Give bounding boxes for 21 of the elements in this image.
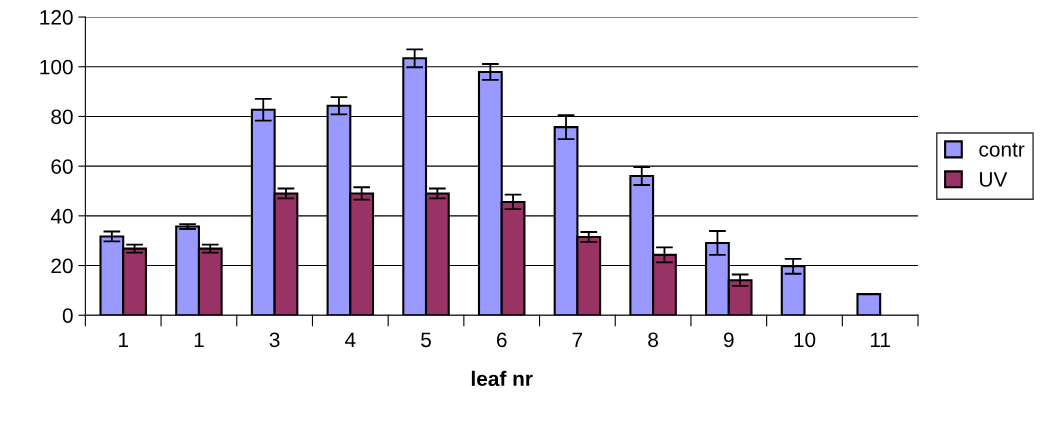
x-tick-label: 8 — [648, 332, 658, 348]
y-tick-label: 40 — [50, 208, 73, 224]
x-tick-label: 1 — [119, 332, 128, 347]
y-tick-label: 0 — [62, 308, 73, 323]
x-tick-label: 3 — [269, 332, 280, 348]
x-axis-title: leaf nr — [471, 370, 533, 387]
x-tick-label: 5 — [421, 332, 431, 348]
y-tick-label: 20 — [51, 258, 73, 274]
y-tick-label: 80 — [51, 109, 73, 125]
y-tick-label: 100 — [40, 59, 73, 75]
legend-label: contr — [979, 143, 1025, 157]
x-tick-label: 1 — [194, 332, 204, 347]
y-tick-label: 60 — [51, 159, 73, 174]
x-tick-label: 7 — [572, 332, 583, 347]
x-tick-label: 9 — [723, 332, 734, 348]
x-tick-label: 6 — [496, 332, 507, 348]
x-tick-label: 4 — [345, 332, 356, 347]
y-tick-label: 120 — [40, 10, 73, 25]
x-tick-label: 11 — [870, 332, 890, 347]
legend-label: UV — [980, 172, 1008, 187]
x-tick-label: 10 — [794, 332, 816, 348]
